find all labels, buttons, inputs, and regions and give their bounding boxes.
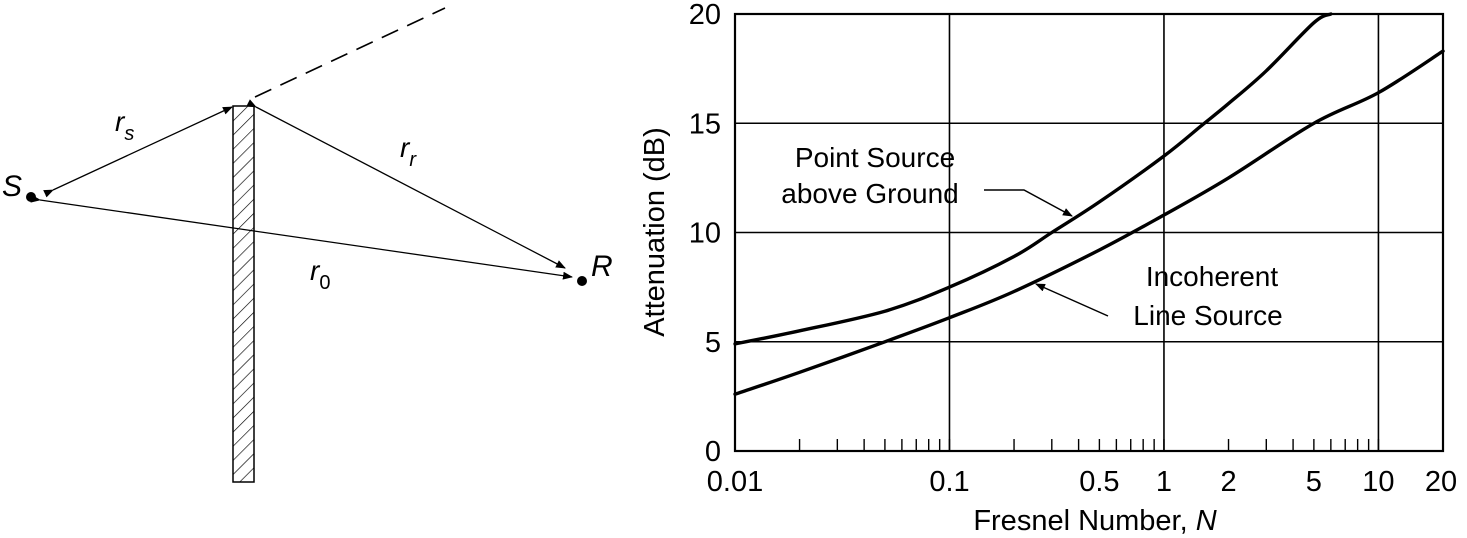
y-tick-label: 10 <box>689 218 721 250</box>
y-tick-label: 5 <box>705 327 721 359</box>
x-tick-label: 0.1 <box>929 466 969 498</box>
r0-path-arrow <box>30 194 573 280</box>
point-source-label-line1: Point Source <box>795 142 955 173</box>
line-source-leader-arrow <box>1035 283 1109 317</box>
x-tick-label: 10 <box>1362 466 1394 498</box>
y-axis-title: Attenuation (dB) <box>639 127 671 337</box>
x-tick-label: 20 <box>1425 466 1457 498</box>
x-tick-label: 1 <box>1156 466 1172 498</box>
line-source-curve <box>733 49 1445 396</box>
x-tick-label: 2 <box>1220 466 1236 498</box>
rs-path-arrow <box>43 106 233 198</box>
source-label: S <box>2 170 22 203</box>
x-axis-title: Fresnel Number, N <box>973 505 1216 537</box>
y-tick-labels: 0 5 10 15 20 <box>689 0 721 468</box>
y-tick-label: 0 <box>705 436 721 468</box>
x-tick-label: 5 <box>1306 466 1322 498</box>
x-minor-ticks <box>734 439 1444 451</box>
x-tick-labels: 0.01 0.1 0.5 1 2 5 10 20 <box>707 466 1457 498</box>
y-tick-label: 15 <box>689 108 721 140</box>
source-point <box>26 192 36 202</box>
x-tick-label: 0.01 <box>707 466 763 498</box>
y-tick-label: 20 <box>689 0 721 31</box>
chart-grid <box>735 14 1443 451</box>
barrier-extension-dashed-line <box>254 7 446 98</box>
attenuation-chart: 0 5 10 15 20 0.01 0.1 0.5 1 2 5 10 20 Attenuation (… <box>639 0 1457 537</box>
point-source-label-line2: above Ground <box>781 178 958 209</box>
line-source-label-line1: Incoherent <box>1146 261 1279 292</box>
x-tick-label: 0.5 <box>1079 466 1119 498</box>
receiver-point <box>577 276 587 286</box>
point-source-leader-arrow <box>984 189 1073 217</box>
point-source-curve <box>733 12 1333 346</box>
line-source-annotation: Incoherent Line Source <box>1035 261 1283 331</box>
receiver-label: R <box>591 250 613 283</box>
point-source-annotation: Point Source above Ground <box>781 142 1073 217</box>
plot-frame <box>733 12 1445 453</box>
line-source-label-line2: Line Source <box>1133 300 1282 331</box>
rr-path-arrow <box>246 99 566 269</box>
barrier-wall <box>232 105 255 483</box>
barrier-diagram: S R rs rr r0 <box>2 7 613 483</box>
series-lines <box>733 12 1445 396</box>
r0-label: r0 <box>310 255 330 294</box>
rs-label: rs <box>115 106 134 145</box>
rr-label: rr <box>400 132 417 171</box>
